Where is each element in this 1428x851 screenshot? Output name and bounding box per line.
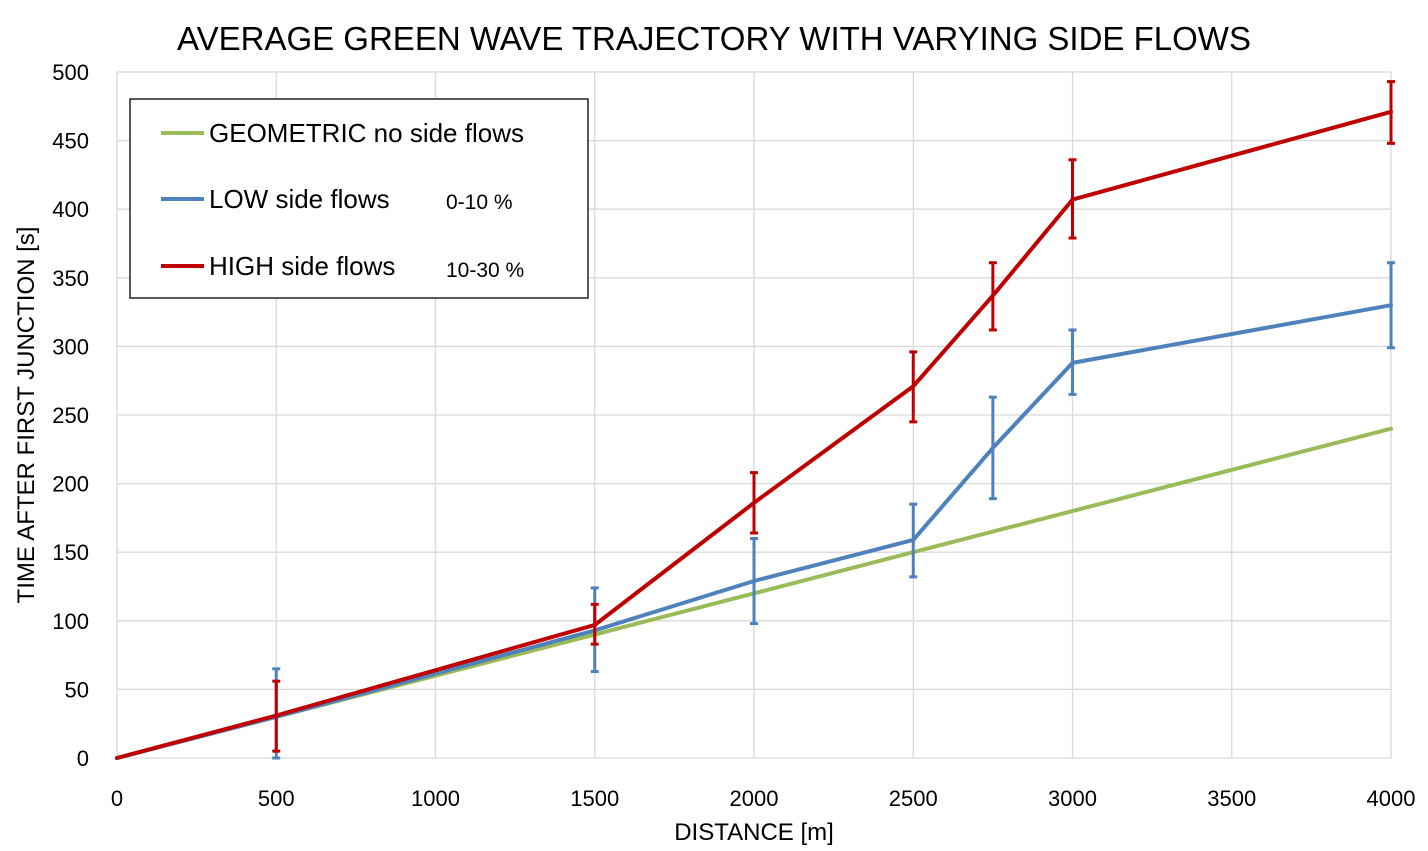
series-line-high [115, 109, 1393, 760]
error-bar-low [909, 502, 918, 579]
error-bar-high [988, 261, 997, 332]
y-tick-label: 350 [52, 266, 89, 291]
legend-box [129, 98, 589, 299]
tick-labels: 0 500 1000 1500 2000 2500 3000 3500 4000 0 50 100 15… [52, 60, 1415, 811]
x-tick-label: 3000 [1048, 786, 1097, 811]
y-axis-label: TIME AFTER FIRST JUNCTION [s] [13, 227, 40, 604]
legend-range-low: 0-10 % [446, 191, 513, 214]
y-tick-label: 250 [52, 403, 89, 428]
y-tick-label: 400 [52, 197, 89, 222]
x-tick-label: 3500 [1207, 786, 1256, 811]
y-tick-label: 50 [65, 677, 89, 702]
error-bar-low [1068, 328, 1077, 396]
axes [116, 72, 1391, 759]
legend-item-high: HIGH side flows 10-30 % [161, 251, 524, 282]
y-tick-label: 300 [52, 334, 89, 359]
legend-label-high: HIGH side flows [209, 251, 395, 281]
legend-item-geometric: GEOMETRIC no side flows [161, 118, 524, 148]
x-tick-label: 1000 [411, 786, 460, 811]
error-bar-low [988, 395, 997, 501]
x-tick-label: 4000 [1367, 786, 1416, 811]
y-tick-label: 200 [52, 472, 89, 497]
legend: GEOMETRIC no side flows LOW side flows 0… [129, 98, 589, 299]
x-tick-label: 500 [258, 786, 295, 811]
error-bar-high [1387, 80, 1395, 145]
y-tick-label: 500 [52, 60, 89, 85]
error-bar-high [590, 602, 599, 646]
chart-title: AVERAGE GREEN WAVE TRAJECTORY WITH VARYI… [177, 20, 1251, 57]
x-tick-label: 0 [111, 786, 123, 811]
legend-label-geometric: GEOMETRIC no side flows [209, 118, 524, 148]
error-bar-high [750, 471, 758, 535]
y-tick-label: 150 [52, 540, 89, 565]
y-tick-label: 450 [52, 129, 89, 154]
y-tick-label: 100 [52, 609, 89, 634]
error-bars [272, 80, 1395, 760]
x-axis-label: DISTANCE [m] [674, 819, 834, 846]
legend-range-high: 10-30 % [446, 259, 524, 282]
error-bar-high [272, 679, 281, 753]
legend-item-low: LOW side flows 0-10 % [161, 184, 513, 214]
error-bar-high [909, 350, 918, 424]
x-tick-label: 2500 [889, 786, 938, 811]
x-tick-label: 1500 [570, 786, 619, 811]
x-tick-label: 2000 [730, 786, 779, 811]
error-bar-low [750, 536, 758, 626]
y-tick-label: 0 [77, 746, 89, 771]
legend-label-low: LOW side flows [209, 184, 390, 214]
error-bar-low [1387, 261, 1395, 350]
error-bar-high [1068, 158, 1077, 240]
